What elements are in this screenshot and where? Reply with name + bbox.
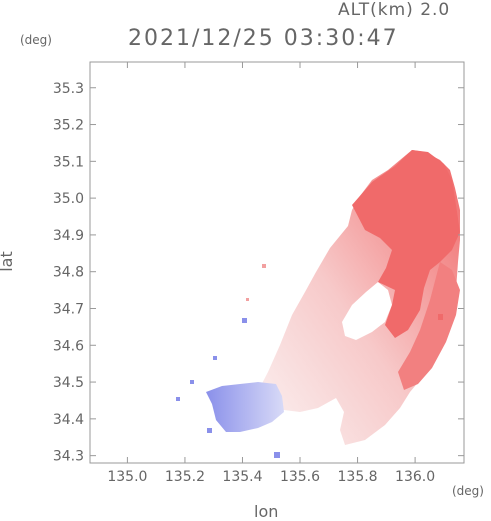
- y-tick-label: 34.9: [53, 228, 84, 244]
- echo-negative: [206, 382, 284, 432]
- y-tick-label: 35.1: [53, 154, 84, 170]
- y-tick-label: 34.6: [53, 338, 84, 354]
- x-axis-label: lon: [254, 502, 279, 521]
- x-tick-label: 135.6: [280, 469, 320, 485]
- x-ticks: 135.0 135.2 135.4 135.6 135.8 136.0: [107, 62, 435, 485]
- x-tick-label: 135.2: [165, 469, 205, 485]
- y-tick-label: 34.5: [53, 375, 84, 391]
- x-tick-label: 136.0: [395, 469, 435, 485]
- x-axis-unit: (deg): [452, 484, 484, 498]
- y-tick-label: 34.4: [53, 412, 84, 428]
- y-tick-label: 35.3: [53, 81, 84, 97]
- x-tick-label: 135.8: [338, 469, 378, 485]
- echo-field: [176, 150, 460, 458]
- echo-arc: [398, 262, 460, 390]
- echo-core: [352, 150, 460, 338]
- y-tick-label: 35.0: [53, 191, 84, 207]
- echo-hole: [342, 282, 392, 340]
- altitude-label: ALT(km) 2.0: [338, 0, 451, 20]
- y-tick-label: 34.3: [53, 449, 84, 465]
- y-tick-label: 34.8: [53, 265, 84, 281]
- x-tick-label: 135.4: [222, 469, 262, 485]
- y-axis-unit: (deg): [20, 33, 52, 47]
- y-tick-label: 34.7: [53, 301, 84, 317]
- chart-title: 2021/12/25 03:30:47: [128, 26, 399, 51]
- plot-frame: [89, 61, 465, 464]
- y-tick-label: 35.2: [53, 118, 84, 134]
- y-ticks: 34.3 34.4 34.5 34.6 34.7 34.8 34.9 35.0 35.1 35.2…: [53, 81, 464, 465]
- x-tick-label: 135.0: [107, 469, 147, 485]
